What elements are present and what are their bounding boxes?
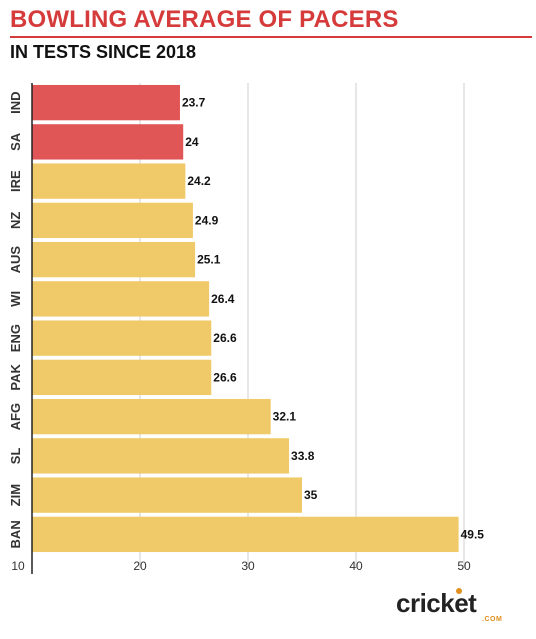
data-label: 35	[304, 488, 318, 502]
category-label: WI	[8, 291, 23, 307]
x-tick-label: 20	[133, 559, 147, 573]
brand-logo: cricket	[396, 588, 477, 618]
data-label: 23.7	[182, 96, 206, 110]
bar	[32, 281, 210, 317]
title-underline	[10, 36, 532, 38]
category-label: AFG	[8, 403, 23, 430]
bar	[32, 398, 271, 435]
chart-title: BOWLING AVERAGE OF PACERS	[10, 6, 399, 33]
data-label: 33.8	[291, 449, 315, 463]
data-label: 32.1	[273, 410, 297, 424]
bar	[32, 438, 290, 474]
bar	[32, 124, 184, 160]
data-label: 25.1	[197, 253, 221, 267]
bar	[32, 477, 302, 513]
bar	[32, 202, 193, 239]
category-label: NZ	[8, 212, 23, 229]
data-label: 24	[185, 135, 199, 149]
x-tick-label: 10	[11, 559, 25, 573]
bar	[32, 320, 212, 356]
category-label: IND	[8, 91, 23, 113]
category-label: PAK	[8, 364, 23, 391]
category-label: IRE	[8, 170, 23, 192]
bar	[32, 84, 180, 121]
x-tick-label: 40	[349, 559, 363, 573]
category-label: AUS	[8, 246, 23, 274]
category-label: BAN	[8, 520, 23, 548]
bar	[32, 516, 459, 553]
brand-logo-suffix: .COM	[482, 616, 503, 623]
brand-logo-dot-icon	[456, 588, 462, 594]
category-label: SL	[8, 448, 23, 465]
data-label: 26.6	[213, 370, 237, 384]
bar	[32, 163, 186, 199]
bar	[32, 359, 212, 396]
x-tick-label: 50	[457, 559, 471, 573]
x-tick-label: 30	[241, 559, 255, 573]
data-label: 26.4	[211, 292, 235, 306]
data-label: 24.9	[195, 213, 219, 227]
chart-subtitle: IN TESTS SINCE 2018	[10, 42, 197, 62]
category-label: ZIM	[8, 484, 23, 506]
category-label: ENG	[8, 324, 23, 352]
data-label: 26.6	[213, 331, 237, 345]
bar	[32, 241, 196, 278]
category-label: SA	[8, 132, 23, 151]
data-label: 24.2	[187, 174, 211, 188]
data-label: 49.5	[461, 527, 485, 541]
